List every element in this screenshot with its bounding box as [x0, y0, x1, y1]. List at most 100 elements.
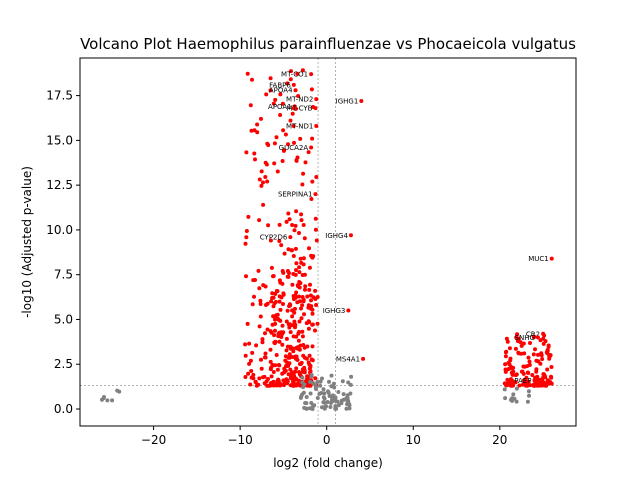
data-point	[302, 405, 307, 410]
data-point	[259, 357, 263, 362]
data-point	[289, 376, 293, 381]
data-point	[245, 71, 250, 76]
data-point	[306, 150, 311, 155]
data-point	[254, 383, 259, 388]
labeled-data-point	[291, 82, 296, 87]
data-point	[514, 386, 519, 391]
labeled-data-point	[535, 335, 540, 340]
data-point	[544, 350, 549, 355]
data-point	[297, 319, 302, 324]
data-point	[284, 219, 289, 224]
data-point	[313, 376, 318, 381]
data-point	[310, 322, 315, 327]
data-point	[307, 265, 312, 270]
data-point	[310, 179, 315, 184]
data-point	[294, 158, 299, 163]
data-point	[248, 103, 253, 108]
data-point	[327, 379, 331, 384]
data-point	[257, 218, 262, 223]
data-point	[298, 383, 303, 388]
data-point	[335, 399, 340, 404]
labeled-data-point	[541, 331, 546, 336]
data-point	[278, 92, 283, 97]
gene-label: CYP2D6	[260, 234, 288, 242]
data-point	[310, 255, 315, 260]
data-point	[277, 299, 282, 304]
data-point	[284, 348, 289, 353]
data-point	[300, 334, 305, 339]
data-point	[260, 337, 265, 342]
data-point	[277, 239, 282, 243]
data-point	[297, 265, 302, 270]
data-point	[504, 349, 509, 354]
data-point	[314, 303, 319, 307]
data-point	[292, 319, 297, 324]
data-point	[297, 372, 302, 377]
data-point	[320, 376, 324, 381]
data-point	[333, 395, 338, 400]
data-point	[278, 307, 283, 312]
data-point	[305, 294, 310, 299]
data-point	[293, 295, 298, 300]
plot-frame	[79, 57, 577, 427]
data-point	[258, 314, 263, 319]
data-point	[317, 391, 322, 396]
data-point	[273, 300, 278, 304]
data-point	[266, 143, 271, 147]
data-point	[274, 135, 279, 140]
data-point	[308, 369, 313, 374]
data-point	[539, 377, 544, 382]
data-point	[300, 329, 305, 334]
gene-label: FABP6	[269, 81, 291, 89]
gene-label: IGHG3	[323, 307, 346, 315]
data-point	[253, 278, 257, 282]
data-point	[502, 381, 507, 386]
gene-label: MT-CYB	[286, 105, 312, 113]
data-point	[287, 325, 292, 330]
data-point	[519, 343, 524, 348]
data-point	[257, 324, 262, 329]
data-point	[507, 346, 512, 351]
data-point	[299, 212, 304, 217]
data-point	[261, 202, 266, 207]
data-point	[298, 395, 303, 400]
labeled-data-point	[314, 97, 319, 102]
data-point	[300, 182, 305, 187]
data-point	[344, 396, 349, 401]
data-point	[251, 372, 256, 377]
data-point	[268, 359, 273, 364]
data-point	[541, 380, 546, 385]
data-point	[268, 76, 273, 81]
data-point	[321, 400, 326, 405]
data-point	[540, 357, 545, 361]
data-point	[257, 376, 262, 381]
gene-label: MT-ND1	[286, 123, 313, 131]
labeled-data-point	[309, 72, 314, 77]
data-point	[290, 314, 295, 319]
data-point	[253, 380, 258, 384]
data-point	[287, 352, 292, 357]
data-point	[311, 381, 316, 386]
data-point	[503, 362, 508, 367]
data-point	[286, 372, 291, 377]
data-point	[313, 328, 317, 333]
data-point	[287, 302, 292, 307]
data-point	[291, 124, 296, 128]
data-point	[259, 183, 264, 188]
data-point	[255, 122, 260, 127]
data-point	[305, 344, 310, 349]
data-point	[311, 295, 316, 300]
data-point	[541, 372, 546, 377]
data-point	[299, 218, 304, 223]
gene-label: MT-ND2	[286, 96, 313, 104]
y-axis: 0.0 2.5 5.0 7.5 10.0 12.5 15.0 17.5	[46, 89, 80, 416]
data-point	[533, 347, 537, 352]
y-tick-label: 10.0	[46, 223, 73, 237]
data-point	[302, 312, 306, 317]
data-point	[307, 320, 312, 325]
data-point	[298, 256, 303, 261]
data-point	[250, 77, 254, 82]
data-point	[294, 382, 299, 387]
gene-label: CR2	[526, 330, 540, 338]
